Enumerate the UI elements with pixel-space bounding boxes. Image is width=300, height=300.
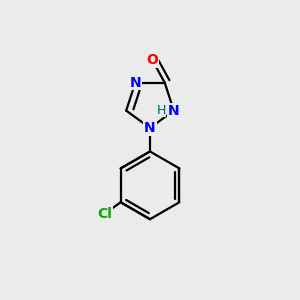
Text: Cl: Cl — [98, 207, 112, 221]
Text: N: N — [144, 121, 156, 135]
Text: H: H — [157, 103, 166, 116]
Text: N: N — [168, 103, 180, 118]
Text: O: O — [147, 53, 158, 67]
Text: N: N — [130, 76, 141, 90]
